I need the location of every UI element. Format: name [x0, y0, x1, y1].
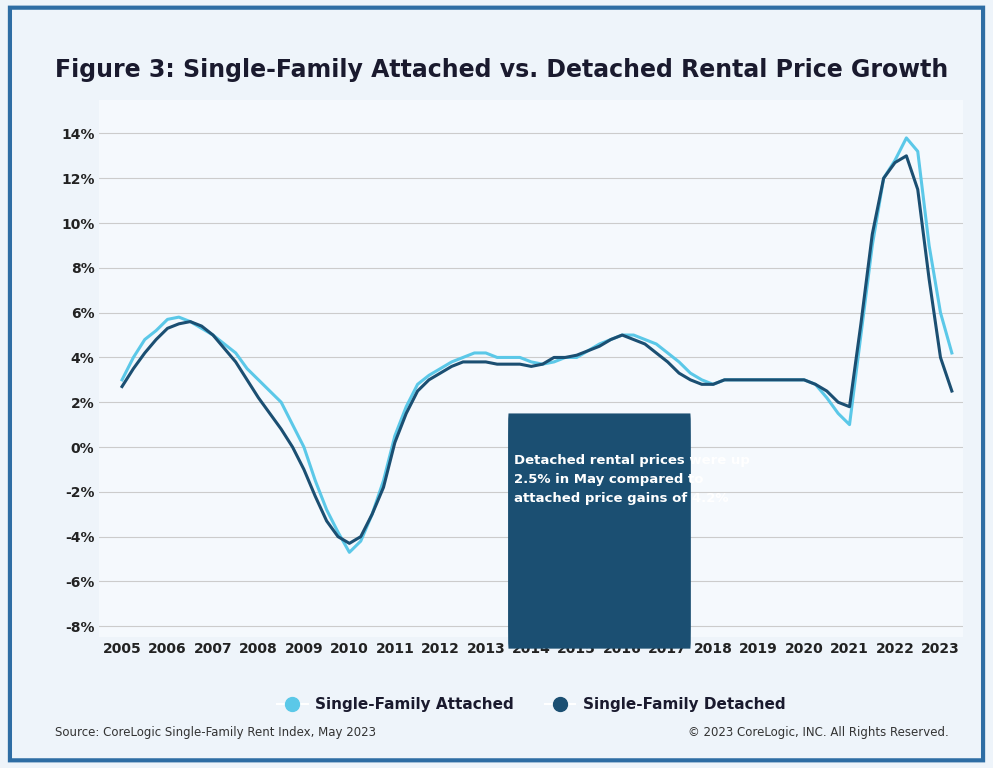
Text: Source: CoreLogic Single-Family Rent Index, May 2023: Source: CoreLogic Single-Family Rent Ind…	[55, 726, 375, 739]
FancyBboxPatch shape	[508, 413, 691, 649]
Text: Detached rental prices were up
2.5% in May compared to
attached price gains of 4: Detached rental prices were up 2.5% in M…	[514, 454, 750, 505]
Text: © 2023 CoreLogic, INC. All Rights Reserved.: © 2023 CoreLogic, INC. All Rights Reserv…	[687, 726, 948, 739]
Legend: Single-Family Attached, Single-Family Detached: Single-Family Attached, Single-Family De…	[271, 691, 791, 719]
Text: Figure 3: Single-Family Attached vs. Detached Rental Price Growth: Figure 3: Single-Family Attached vs. Det…	[55, 58, 948, 81]
